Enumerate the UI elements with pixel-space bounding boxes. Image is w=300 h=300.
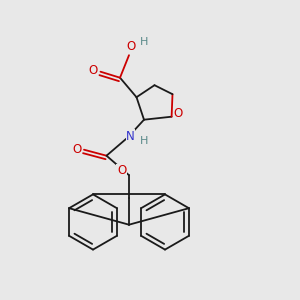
Text: N: N bbox=[126, 130, 135, 143]
Text: O: O bbox=[88, 64, 98, 77]
Text: O: O bbox=[174, 107, 183, 120]
Text: O: O bbox=[117, 164, 126, 177]
Text: H: H bbox=[140, 37, 148, 47]
Text: H: H bbox=[140, 136, 148, 146]
Text: O: O bbox=[126, 40, 135, 53]
Text: O: O bbox=[72, 143, 81, 156]
